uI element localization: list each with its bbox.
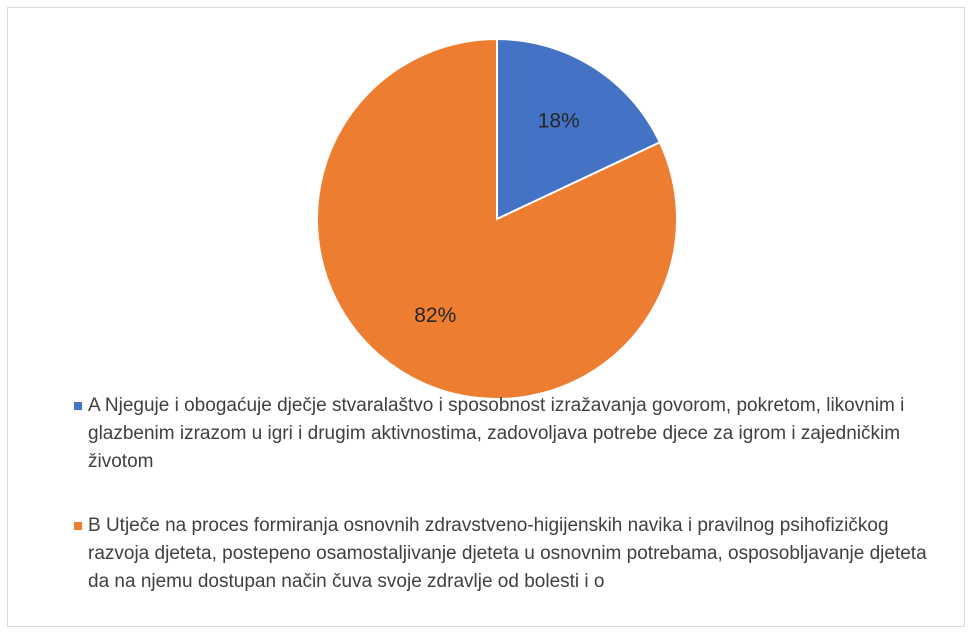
pie-slice: [496, 37, 662, 221]
data-label: 18%: [538, 109, 580, 132]
legend-label: B Utječe na proces formiranja osnovnih z…: [88, 515, 927, 592]
legend-item: A Njeguje i obogaćuje dječje stvaralaštv…: [72, 392, 952, 476]
legend: A Njeguje i obogaćuje dječje stvaralaštv…: [72, 392, 952, 632]
legend-swatch: [74, 402, 82, 410]
legend-item: B Utječe na proces formiranja osnovnih z…: [72, 512, 952, 596]
legend-label: A Njeguje i obogaćuje dječje stvaralaštv…: [88, 395, 905, 472]
pie-slice: [316, 37, 678, 400]
page: {"chart_data": {"type": "pie", "categori…: [7, 7, 965, 627]
legend-swatch: [74, 522, 82, 530]
chart: 18% 82%: [316, 37, 678, 400]
data-label: 82%: [414, 304, 456, 327]
